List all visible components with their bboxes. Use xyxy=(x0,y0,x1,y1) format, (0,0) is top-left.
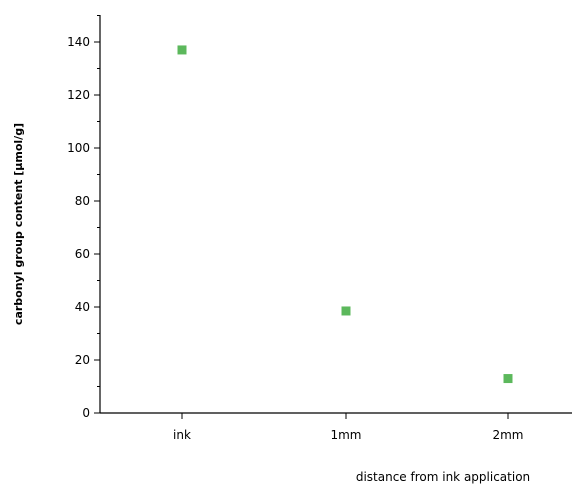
y-tick-label: 100 xyxy=(67,141,90,155)
data-points xyxy=(177,45,513,384)
y-axis-title: carbonyl group content [µmol/g] xyxy=(12,123,25,325)
y-tick-label: 40 xyxy=(75,300,90,314)
y-tick-label: 20 xyxy=(75,353,90,367)
x-axis-title: distance from ink application xyxy=(356,470,530,484)
x-axis-ticks: ink 1mm 2mm xyxy=(173,413,524,442)
x-tick-label: 1mm xyxy=(330,428,361,442)
data-point-1mm xyxy=(341,306,351,316)
x-tick-label: ink xyxy=(173,428,191,442)
y-tick-label: 0 xyxy=(82,406,90,420)
data-point-2mm xyxy=(503,374,513,384)
y-axis-ticks: 0 20 40 60 80 100 120 140 xyxy=(67,15,100,420)
y-tick-label: 80 xyxy=(75,194,90,208)
x-tick-label: 2mm xyxy=(492,428,523,442)
data-point-ink xyxy=(177,45,187,55)
y-tick-label: 120 xyxy=(67,88,90,102)
y-tick-label: 60 xyxy=(75,247,90,261)
y-tick-label: 140 xyxy=(67,35,90,49)
